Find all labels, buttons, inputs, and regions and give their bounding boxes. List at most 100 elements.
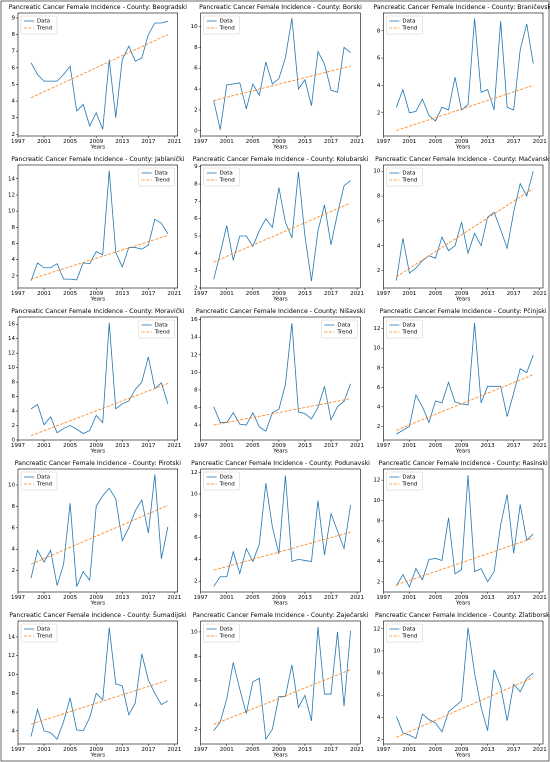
chart-title: Pancreatic Cancer Female Incidence - Cou…: [15, 460, 181, 467]
x-tick-label: 2017: [507, 291, 521, 297]
x-tick-label: 2013: [481, 595, 495, 601]
x-tick-label: 1997: [194, 595, 208, 601]
x-tick-label: 2005: [246, 443, 260, 449]
legend-label: Data: [155, 323, 168, 329]
y-tick-label: 2: [377, 579, 381, 585]
x-axis-label: Years: [90, 145, 106, 151]
x-tick-label: 2009: [455, 139, 469, 145]
y-tick-label: 12: [8, 351, 15, 357]
x-tick-label: 2009: [272, 291, 286, 297]
x-tick-label: 2017: [324, 443, 338, 449]
legend-label: Data: [402, 627, 415, 633]
y-tick-label: 10: [8, 209, 15, 215]
series-line: [30, 627, 169, 741]
panel: Pancreatic Cancer Female Incidence - Cou…: [8, 610, 187, 759]
x-tick-label: 2009: [455, 443, 469, 449]
legend-label: Trend: [219, 634, 235, 640]
y-tick-label: 14: [191, 335, 198, 341]
series-line: [30, 383, 169, 437]
y-tick-label: 10: [191, 24, 198, 30]
legend-label: Data: [220, 627, 233, 633]
x-axis-label: Years: [90, 601, 106, 607]
series-line: [30, 170, 169, 281]
series-line: [396, 322, 534, 435]
y-tick-label: 8: [194, 513, 198, 519]
legend-box: [203, 471, 240, 491]
plot-area: [200, 164, 361, 289]
x-tick-label: 2009: [89, 139, 103, 145]
y-tick-label: 8: [12, 691, 16, 697]
series-line: [395, 627, 534, 740]
legend-box: [321, 319, 358, 339]
chart-title: Pancreatic Cancer Female Incidence - Cou…: [375, 155, 550, 163]
y-tick-label: 2: [377, 110, 381, 116]
legend-box: [20, 471, 58, 491]
x-tick-label: 2021: [350, 139, 364, 145]
x-tick-label: 2013: [115, 595, 129, 601]
y-tick-label: 14: [8, 336, 15, 342]
x-tick-label: 2013: [298, 139, 312, 145]
panel: Pancreatic Cancer Female Incidence - Cou…: [373, 307, 546, 455]
legend-box: [203, 15, 240, 35]
y-tick-label: 4: [194, 557, 198, 563]
series-line: [30, 474, 169, 587]
legend-label: Data: [155, 171, 168, 177]
legend-label: Trend: [219, 26, 235, 32]
x-tick-label: 2017: [324, 747, 338, 753]
x-tick-label: 2013: [481, 139, 495, 145]
series-line: [30, 20, 168, 130]
x-tick-label: 2017: [324, 291, 338, 297]
y-tick-label: 8: [12, 225, 16, 231]
y-tick-label: 16: [8, 322, 15, 328]
x-tick-label: 2001: [220, 139, 234, 145]
x-tick-label: 2021: [350, 595, 364, 601]
series-line: [396, 85, 534, 131]
y-tick-label: 6: [12, 65, 16, 71]
plot-area: [200, 316, 361, 441]
legend-label: Trend: [401, 26, 417, 32]
x-tick-label: 2017: [324, 139, 338, 145]
y-tick-label: 12: [8, 192, 15, 198]
chart-title: Pancreatic Cancer Female Incidence - Cou…: [193, 156, 369, 163]
x-tick-label: 2009: [272, 443, 286, 449]
x-tick-label: 2005: [63, 139, 77, 145]
y-tick-label: 3: [12, 115, 16, 121]
x-tick-label: 2017: [507, 139, 521, 145]
legend-label: Trend: [154, 330, 170, 336]
legend-label: Data: [402, 19, 415, 25]
x-tick-label: 2005: [428, 443, 442, 449]
y-tick-label: 8: [194, 182, 198, 188]
x-axis-label: Years: [455, 449, 471, 455]
legend-label: Data: [220, 475, 233, 481]
x-tick-label: 2017: [507, 747, 521, 753]
x-tick-label: 2013: [298, 747, 312, 753]
x-tick-label: 2009: [272, 595, 286, 601]
chart-title: Pancreatic Cancer Female Incidence - Cou…: [380, 307, 547, 315]
y-tick-label: 8: [12, 504, 16, 510]
series-line: [396, 537, 534, 586]
x-tick-label: 1997: [194, 443, 208, 449]
legend-box: [138, 319, 175, 339]
x-axis-label: Years: [90, 297, 106, 303]
x-tick-label: 1997: [11, 139, 25, 145]
x-tick-label: 2005: [63, 595, 77, 601]
x-tick-label: 1997: [11, 443, 25, 449]
x-tick-label: 2021: [533, 443, 547, 449]
x-axis-label: Years: [455, 601, 471, 607]
x-tick-label: 2005: [428, 139, 442, 145]
x-tick-label: 2017: [141, 747, 155, 753]
y-tick-label: 6: [194, 405, 198, 411]
x-tick-label: 2013: [115, 747, 129, 753]
x-tick-label: 2005: [246, 747, 260, 753]
legend-label: Trend: [36, 482, 52, 488]
x-tick-label: 2005: [428, 747, 442, 753]
y-tick-label: 6: [377, 56, 381, 62]
x-tick-label: 2009: [455, 747, 469, 753]
y-tick-label: 4: [377, 559, 381, 565]
panel: Pancreatic Cancer Female Incidence - Cou…: [191, 460, 370, 607]
x-tick-label: 2005: [428, 291, 442, 297]
x-axis-label: Years: [272, 145, 288, 151]
x-tick-label: 1997: [11, 747, 25, 753]
x-tick-label: 2013: [115, 291, 129, 297]
